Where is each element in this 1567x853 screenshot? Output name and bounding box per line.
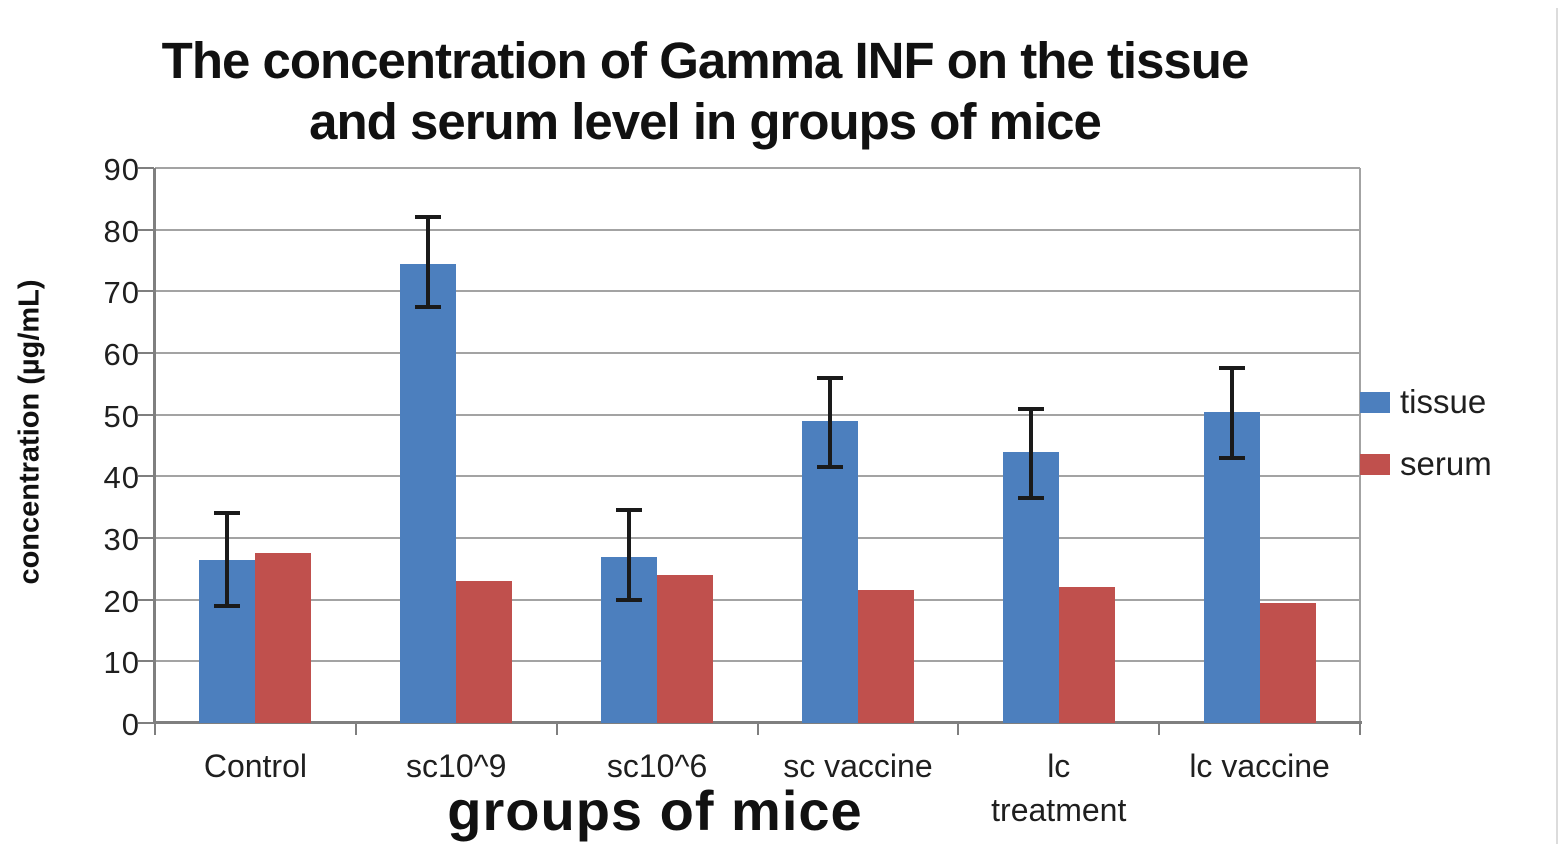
x-category-label-0: Control [155, 744, 356, 788]
bar-tissue-1 [400, 263, 457, 723]
error-bar-cap-bottom-0 [214, 603, 241, 608]
error-bar-cap-top-4 [1017, 406, 1044, 411]
gridline-60 [155, 352, 1360, 354]
chart-title: The concentration of Gamma INF on the ti… [60, 30, 1350, 152]
y-tick-label-30: 30 [103, 522, 140, 557]
error-bar-line-4 [1028, 408, 1033, 498]
gridline-70 [155, 290, 1360, 293]
error-bar-line-0 [225, 513, 230, 606]
y-tick-label-0: 0 [121, 707, 140, 742]
bar-serum-4 [1058, 587, 1115, 723]
x-category-label-2-line-0: sc10^6 [606, 748, 708, 784]
y-tick-label-10: 10 [103, 645, 140, 681]
y-tick-mark-50 [138, 413, 154, 416]
error-bar-cap-bottom-2 [616, 597, 643, 602]
y-tick-label-60: 60 [103, 337, 140, 372]
y-axis-line [153, 168, 156, 724]
bar-serum-5 [1259, 602, 1316, 723]
legend-label-tissue: tissue [1400, 383, 1487, 420]
gridline-80 [155, 228, 1360, 231]
error-bar-cap-bottom-4 [1017, 495, 1044, 500]
error-bar-cap-top-2 [616, 508, 643, 513]
bar-serum-3 [857, 590, 914, 723]
gridline-40 [155, 475, 1360, 478]
bar-serum-2 [657, 575, 714, 723]
gridline-20 [155, 598, 1360, 601]
legend-label-serum: serum [1400, 445, 1492, 482]
bar-serum-1 [456, 581, 513, 723]
error-bar-cap-top-1 [415, 215, 442, 220]
bar-tissue-3 [801, 420, 858, 723]
error-bar-cap-top-3 [816, 375, 843, 380]
x-tick-mark-2 [555, 722, 558, 735]
x-tick-mark-4 [957, 722, 960, 735]
y-tick-mark-10 [138, 660, 154, 663]
x-tick-mark-3 [756, 722, 759, 735]
x-category-label-4-line-0: lc [1047, 748, 1071, 784]
error-bar-line-2 [627, 510, 632, 600]
gridline-90 [155, 167, 1360, 169]
error-bar-line-1 [426, 217, 431, 307]
x-axis-title: groups of mice [447, 779, 863, 842]
y-tick-mark-40 [138, 475, 154, 478]
y-tick-label-50: 50 [103, 398, 140, 434]
y-tick-label-70: 70 [103, 275, 140, 311]
x-category-label-4: lc treatment [958, 744, 1159, 832]
legend-item-serum: serum [1360, 445, 1492, 483]
y-tick-mark-20 [138, 598, 154, 601]
y-tick-label-40: 40 [103, 460, 140, 496]
x-category-label-3-line-0: sc vaccine [783, 748, 933, 784]
y-tick-mark-60 [138, 352, 154, 354]
y-tick-mark-0 [138, 722, 154, 724]
x-category-label-5-line-0: lc vaccine [1189, 748, 1330, 784]
plot-right-border [1359, 168, 1361, 723]
x-category-label-1-line-0: sc10^9 [406, 748, 507, 784]
gridline-30 [155, 537, 1360, 539]
x-category-label-4-line-1: treatment [991, 792, 1127, 828]
y-axis-title: concentration (µg/mL) [13, 279, 46, 585]
y-tick-label-20: 20 [103, 583, 140, 619]
x-category-label-2: sc10^6 [557, 744, 758, 788]
tissue-swatch-icon [1360, 391, 1390, 413]
y-tick-mark-70 [138, 290, 154, 293]
figure-right-edge [1556, 8, 1558, 844]
legend-item-tissue: tissue [1360, 383, 1486, 421]
error-bar-cap-bottom-3 [816, 465, 843, 470]
y-tick-label-80: 80 [103, 213, 140, 249]
x-tick-mark-1 [354, 722, 357, 735]
x-category-label-0-line-0: Control [203, 748, 307, 784]
error-bar-cap-top-5 [1218, 366, 1245, 371]
y-tick-mark-90 [138, 167, 154, 169]
y-tick-mark-80 [138, 228, 154, 231]
y-tick-label-90: 90 [103, 152, 140, 187]
x-tick-mark-5 [1158, 722, 1161, 735]
x-category-label-3: sc vaccine [758, 744, 959, 788]
plot-area [153, 167, 1362, 724]
serum-swatch-icon [1360, 453, 1390, 475]
y-tick-mark-30 [138, 537, 154, 539]
error-bar-cap-top-0 [214, 511, 241, 516]
x-category-label-1: sc10^9 [356, 744, 557, 788]
x-category-label-5: lc vaccine [1159, 744, 1360, 788]
error-bar-line-3 [827, 377, 832, 468]
x-tick-mark-0 [154, 722, 156, 735]
chart-title-line-1: The concentration of Gamma INF on the ti… [161, 32, 1250, 89]
error-bar-line-5 [1229, 368, 1234, 458]
bar-serum-0 [255, 553, 312, 723]
error-bar-cap-bottom-1 [415, 304, 442, 309]
bar-tissue-5 [1203, 411, 1260, 723]
x-tick-mark-6 [1359, 722, 1361, 735]
gridline-10 [155, 660, 1360, 663]
error-bar-cap-bottom-5 [1218, 455, 1245, 460]
chart-title-line-2: and serum level in groups of mice [309, 93, 1102, 150]
gridline-50 [155, 413, 1360, 416]
